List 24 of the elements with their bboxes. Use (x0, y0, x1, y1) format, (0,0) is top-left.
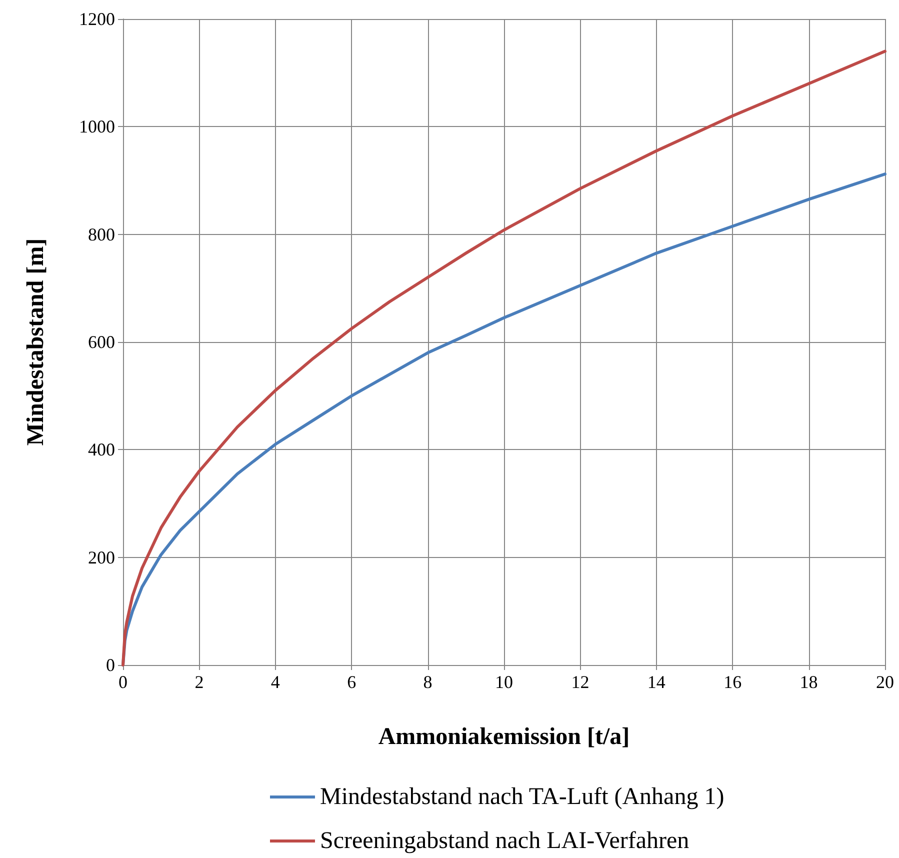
y-tick-label: 400 (88, 440, 115, 460)
x-axis-title: Ammoniakemission [t/a] (378, 724, 630, 750)
x-tick-label: 20 (876, 672, 894, 692)
y-axis-title: Mindestabstand [m] (23, 238, 49, 446)
legend-label: Screeningabstand nach LAI-Verfahren (320, 828, 690, 854)
line-series (122, 172, 886, 666)
y-tick-label: 200 (88, 547, 115, 568)
y-tick-label: 800 (88, 224, 115, 244)
x-tick-label: 4 (270, 672, 280, 692)
y-tick-label: 1200 (79, 9, 115, 29)
x-tick-label: 10 (495, 672, 513, 692)
x-tick-label: 16 (724, 672, 742, 692)
x-tick-label: 2 (194, 672, 204, 692)
x-tick-label: 12 (571, 672, 590, 692)
x-tick-label: 18 (800, 672, 818, 692)
y-tick-label: 1000 (79, 116, 115, 137)
y-tick-label: 600 (88, 332, 115, 352)
y-tick-label: 0 (106, 655, 115, 675)
x-tick-label: 0 (118, 672, 128, 692)
x-tick-label: 14 (647, 672, 666, 692)
line-series (122, 50, 886, 666)
x-tick-label: 6 (347, 672, 356, 692)
x-tick-label: 8 (423, 672, 432, 692)
legend-label: Mindestabstand nach TA-Luft (Anhang 1) (320, 784, 724, 810)
